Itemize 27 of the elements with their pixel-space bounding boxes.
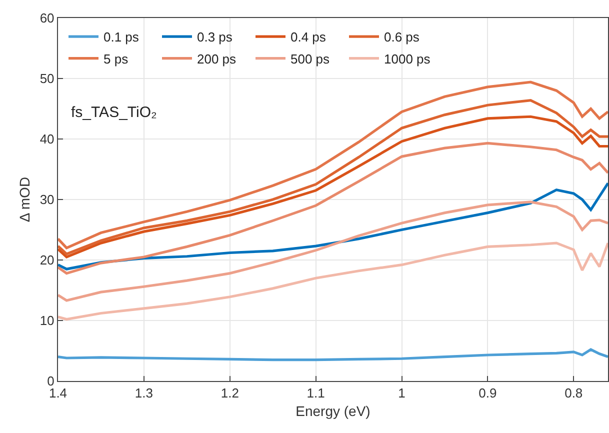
legend-label: 500 ps	[290, 51, 330, 66]
legend-label: 0.4 ps	[290, 30, 326, 45]
x-tick-label: 0.9	[478, 386, 497, 401]
x-tick-label: 1.1	[306, 386, 325, 401]
line-series	[58, 200, 608, 302]
line-series	[58, 348, 608, 362]
y-tick-label: 60	[40, 10, 54, 26]
legend-label: 1000 ps	[384, 51, 431, 66]
legend-label: 5 ps	[104, 51, 129, 66]
y-tick-label: 50	[40, 71, 54, 86]
x-axis-title: Energy (eV)	[296, 403, 370, 419]
legend-label: 0.1 ps	[104, 30, 140, 45]
y-tick-label: 10	[40, 313, 54, 328]
legend-label: 200 ps	[197, 51, 237, 66]
y-tick-label: 30	[40, 192, 54, 208]
line-series	[58, 242, 608, 321]
legend-label: 0.3 ps	[197, 30, 233, 45]
legend-label: 0.6 ps	[384, 30, 420, 45]
x-tick-label: 1.2	[220, 386, 239, 401]
annotation: fs_TAS_TiO₂	[71, 104, 158, 121]
line-series	[58, 142, 608, 275]
x-tick-label: 1	[398, 386, 406, 401]
y-axis-title: Δ mOD	[16, 176, 32, 222]
y-tick-label: 40	[40, 132, 54, 147]
x-tick-label: 0.8	[564, 386, 583, 401]
x-tick-label: 1.3	[134, 386, 153, 401]
y-tick-label: 20	[40, 252, 54, 268]
